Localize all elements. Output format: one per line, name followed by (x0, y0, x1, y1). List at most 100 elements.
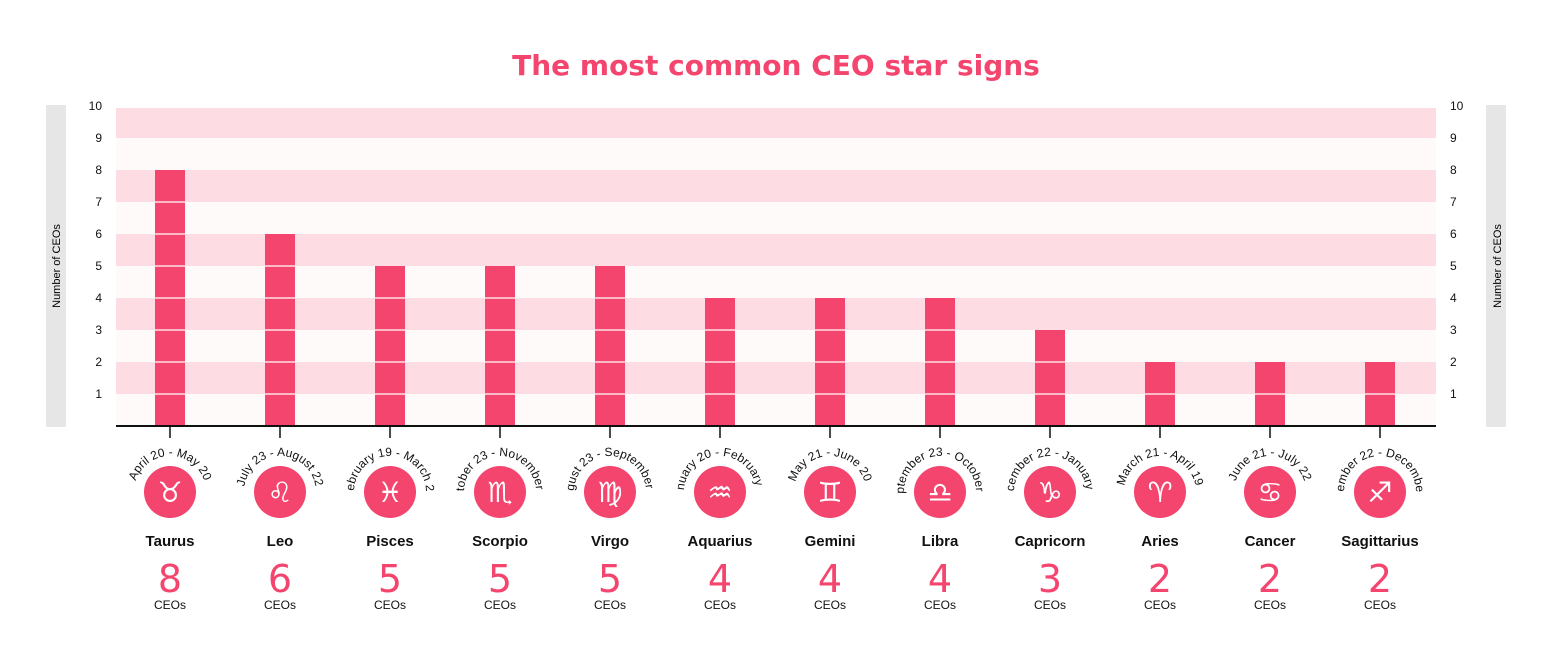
data-label-unit: CEOs (814, 598, 846, 612)
data-label-value: 4 (928, 557, 952, 601)
bar-virgo (595, 266, 625, 426)
bar (705, 298, 735, 426)
data-label-unit: CEOs (594, 598, 626, 612)
bar (265, 234, 295, 426)
sign-name: Virgo (591, 533, 629, 550)
bar-capricorn (1035, 330, 1065, 426)
left-axis-bar (46, 105, 66, 427)
cancer-icon (1244, 466, 1296, 518)
data-label-unit: CEOs (154, 598, 186, 612)
zodiac-symbol: ♓ (377, 476, 402, 509)
aquarius-icon (694, 466, 746, 518)
data-label-unit: CEOs (1034, 598, 1066, 612)
leo-icon (254, 466, 306, 518)
data-label-value: 3 (1038, 557, 1062, 601)
grid-band (116, 138, 1436, 170)
chart-title: The most common CEO star signs (512, 49, 1040, 82)
pisces-icon (364, 466, 416, 518)
zodiac-symbol: ♑ (1037, 476, 1062, 509)
y-tick-label: 2 (95, 355, 102, 369)
zodiac-symbol: ♈ (1147, 476, 1172, 509)
bar (375, 266, 405, 426)
data-label-unit: CEOs (704, 598, 736, 612)
y-tick-label: 7 (1450, 195, 1457, 209)
data-label-value: 6 (268, 557, 292, 601)
zodiac-symbol: ♊ (817, 476, 842, 509)
sign-name: Gemini (805, 533, 856, 550)
y-ticks-left: 1 2 3 4 5 6 7 8 9 10 (89, 99, 103, 401)
data-label-value: 5 (598, 557, 622, 601)
bar (925, 298, 955, 426)
sagittarius-icon (1354, 466, 1406, 518)
taurus-icon (144, 466, 196, 518)
y-tick-label: 4 (1450, 291, 1457, 305)
y-ticks-right: 1 2 3 4 5 6 7 8 9 10 (1450, 99, 1464, 401)
bar (155, 170, 185, 426)
y-tick-label: 9 (1450, 131, 1457, 145)
data-label-value: 2 (1148, 557, 1172, 601)
y-tick-label: 5 (95, 259, 102, 273)
grid-band (116, 362, 1436, 394)
gemini-icon (804, 466, 856, 518)
sign-name: Sagittarius (1341, 533, 1419, 550)
data-label-value: 4 (708, 557, 732, 601)
data-label-value: 2 (1258, 557, 1282, 601)
y-tick-label: 8 (1450, 163, 1457, 177)
y-tick-label: 2 (1450, 355, 1457, 369)
right-axis-bar (1486, 105, 1506, 427)
grid-bands (116, 108, 1436, 426)
bar (595, 266, 625, 426)
zodiac-symbol: ♏ (487, 476, 512, 509)
data-label-unit: CEOs (1254, 598, 1286, 612)
y-tick-label: 1 (95, 387, 102, 401)
bar (815, 298, 845, 426)
bar-pisces (375, 266, 405, 426)
data-label-unit: CEOs (264, 598, 296, 612)
sign-name: Pisces (366, 533, 414, 550)
zodiac-symbol: ♒ (707, 476, 732, 509)
sign-name: Leo (267, 533, 294, 550)
grid-band (116, 330, 1436, 362)
data-label-unit: CEOs (374, 598, 406, 612)
y-tick-label: 10 (1450, 99, 1464, 113)
y-tick-label: 4 (95, 291, 102, 305)
zodiac-symbol: ♍ (597, 476, 622, 509)
y-tick-label: 1 (1450, 387, 1457, 401)
data-label-unit: CEOs (924, 598, 956, 612)
bar (1255, 362, 1285, 426)
bar (1035, 330, 1065, 426)
grid-band (116, 266, 1436, 298)
y-tick-label: 7 (95, 195, 102, 209)
sign-name: Capricorn (1015, 533, 1086, 550)
grid-band (116, 202, 1436, 234)
grid-band (116, 298, 1436, 330)
y-axis-label-right: Number of CEOs (1492, 224, 1504, 308)
zodiac-symbol: ♎ (927, 476, 952, 509)
y-tick-label: 6 (95, 227, 102, 241)
bar (485, 266, 515, 426)
bars (155, 170, 1395, 426)
grid-band (116, 170, 1436, 202)
sign-name: Libra (922, 533, 959, 550)
bar (1365, 362, 1395, 426)
sign-name: Aquarius (687, 533, 752, 550)
sign-name: Scorpio (472, 533, 528, 550)
scorpio-icon (474, 466, 526, 518)
zodiac-symbol: ♋ (1257, 476, 1282, 509)
data-label-unit: CEOs (1144, 598, 1176, 612)
zodiac-symbol: ♐ (1367, 476, 1392, 509)
x-ticks (169, 426, 1381, 438)
data-label-value: 4 (818, 557, 842, 601)
capricorn-icon (1024, 466, 1076, 518)
virgo-icon (584, 466, 636, 518)
sign-name: Cancer (1245, 533, 1296, 550)
data-label-unit: CEOs (1364, 598, 1396, 612)
zodiac-symbol: ♌ (267, 476, 292, 509)
sign-name: Taurus (146, 533, 195, 550)
